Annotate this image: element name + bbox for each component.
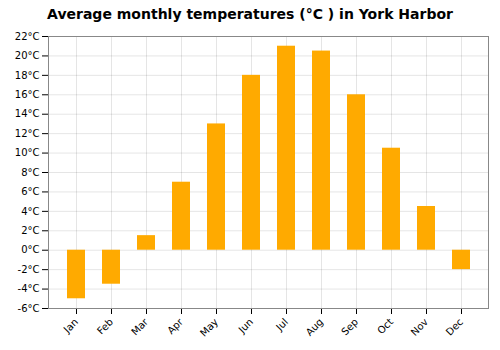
svg-text:12°C: 12°C [15, 128, 40, 139]
html-text:Average monthly temperatures (: Average monthly temperatures (°C ) in Yo… [47, 6, 453, 22]
svg-text:Apr: Apr [165, 316, 186, 337]
svg-text:18°C: 18°C [15, 70, 40, 81]
svg-text:2°C: 2°C [21, 225, 39, 236]
svg-text:Jan: Jan [61, 316, 80, 335]
svg-text:Jul: Jul [273, 316, 290, 333]
svg-text:-2°C: -2°C [18, 264, 40, 275]
svg-text:4°C: 4°C [21, 206, 39, 217]
svg-text:20°C: 20°C [15, 50, 40, 61]
svg-text:Dec: Dec [444, 316, 465, 337]
svg-text:-4°C: -4°C [18, 283, 40, 294]
svg-text:16°C: 16°C [15, 89, 40, 100]
svg-text:Nov: Nov [409, 316, 431, 338]
svg-text:6°C: 6°C [21, 186, 39, 197]
svg-text:Sep: Sep [339, 316, 360, 337]
svg-text:Feb: Feb [95, 316, 115, 336]
svg-text:0°C: 0°C [21, 244, 39, 255]
svg-text:Oct: Oct [375, 316, 395, 336]
svg-text:Jun: Jun [236, 316, 256, 336]
svg-text:-6°C: -6°C [18, 303, 40, 314]
svg-text:8°C: 8°C [21, 167, 39, 178]
svg-text:Mar: Mar [129, 316, 151, 338]
svg-text:May: May [198, 316, 220, 338]
svg-text:10°C: 10°C [15, 147, 40, 158]
svg-text:14°C: 14°C [15, 108, 40, 119]
svg-text:Aug: Aug [304, 316, 326, 338]
svg-text:22°C: 22°C [15, 31, 40, 42]
